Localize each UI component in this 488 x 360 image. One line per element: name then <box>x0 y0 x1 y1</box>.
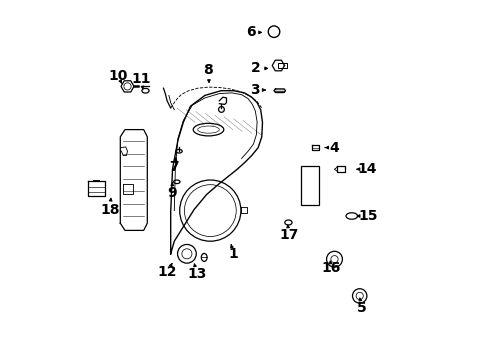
Bar <box>301 166 318 205</box>
Text: 17: 17 <box>279 228 298 242</box>
Text: 15: 15 <box>358 209 377 223</box>
Text: 5: 5 <box>356 301 366 315</box>
Text: 13: 13 <box>187 267 206 281</box>
Text: 18: 18 <box>100 203 120 216</box>
Text: 10: 10 <box>108 69 127 82</box>
Text: 1: 1 <box>228 247 238 261</box>
Text: 9: 9 <box>166 186 176 199</box>
Text: 11: 11 <box>132 72 151 86</box>
Bar <box>278 63 287 68</box>
Text: 7: 7 <box>169 161 179 174</box>
Text: 4: 4 <box>329 141 339 154</box>
Text: 8: 8 <box>203 63 213 77</box>
Polygon shape <box>273 89 285 93</box>
Text: 16: 16 <box>321 261 340 275</box>
Text: 3: 3 <box>250 83 260 97</box>
Text: 12: 12 <box>157 265 177 279</box>
Text: 6: 6 <box>245 26 255 39</box>
Text: 2: 2 <box>250 62 260 75</box>
Text: 14: 14 <box>356 162 376 176</box>
